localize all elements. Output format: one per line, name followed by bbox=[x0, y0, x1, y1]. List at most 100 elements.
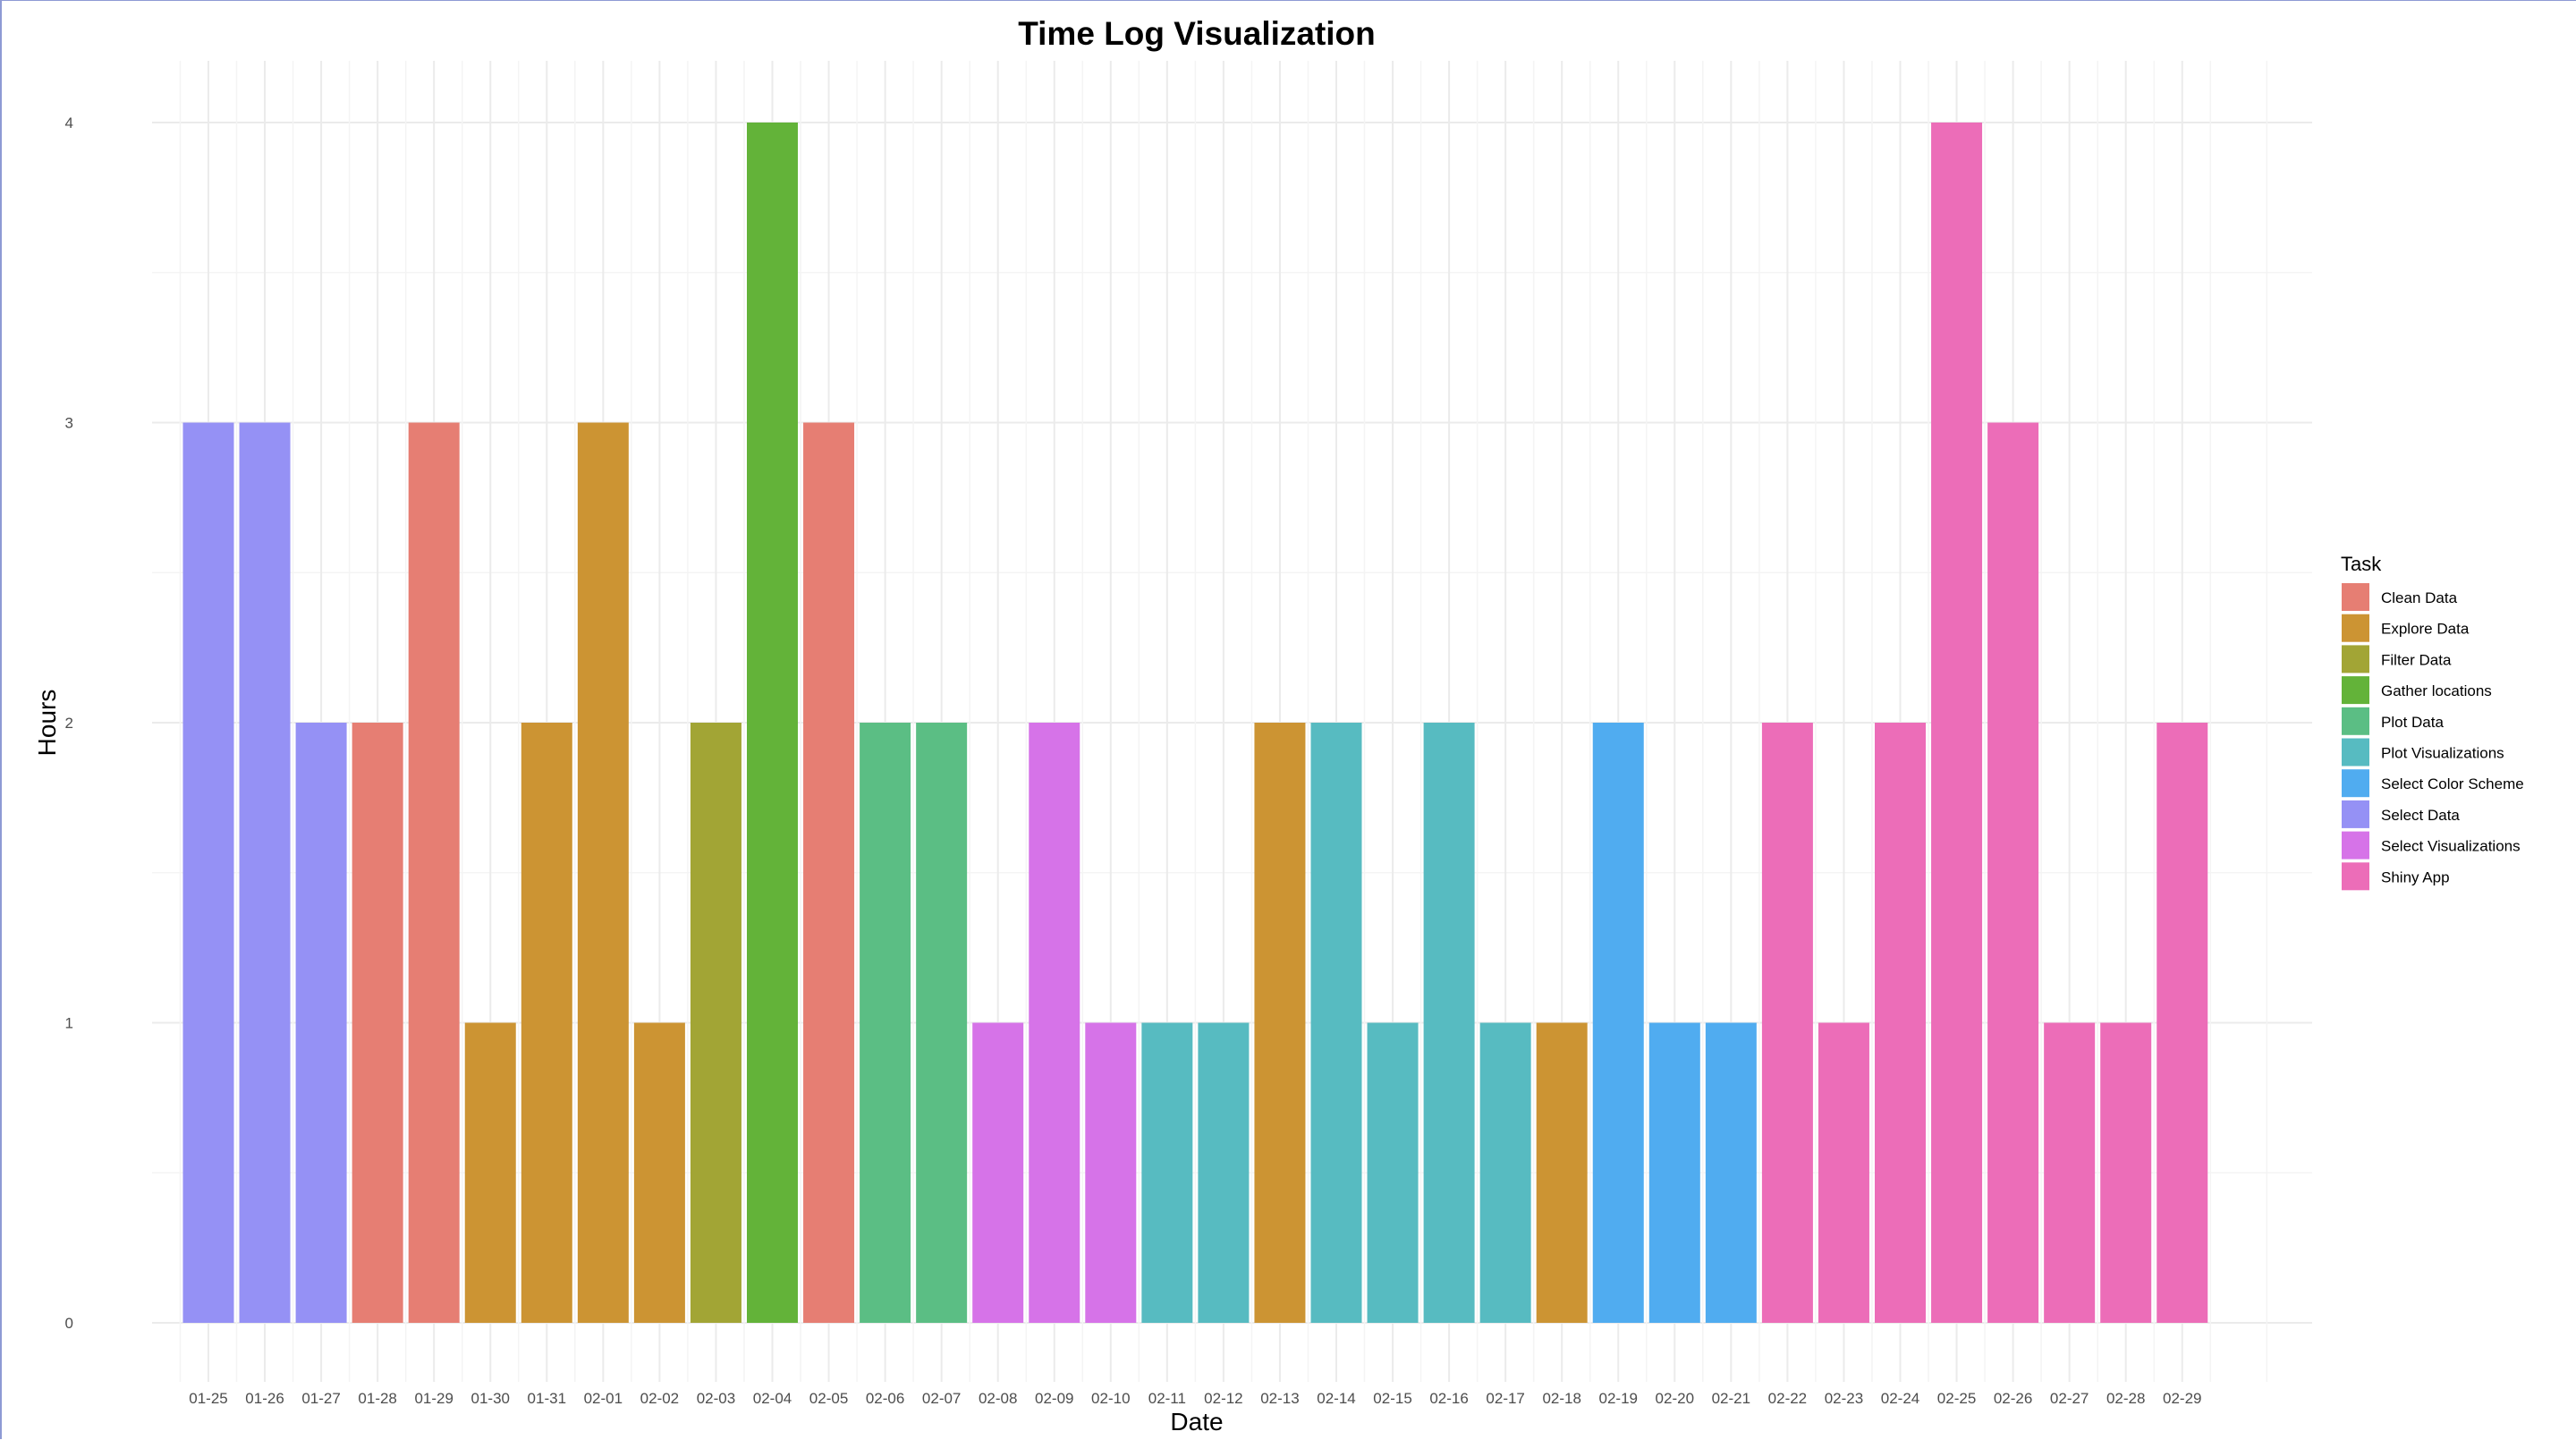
x-tick-label: 02-09 bbox=[1035, 1390, 1073, 1407]
x-tick-label: 02-20 bbox=[1656, 1390, 1694, 1407]
x-tick-label: 02-08 bbox=[979, 1390, 1017, 1407]
legend-swatch bbox=[2342, 831, 2369, 860]
legend-item-label: Shiny App bbox=[2381, 868, 2450, 885]
x-tick-label: 02-01 bbox=[584, 1390, 623, 1407]
legend-swatch bbox=[2342, 769, 2369, 798]
x-tick-label: 01-27 bbox=[301, 1390, 340, 1407]
bar-02-08 bbox=[972, 1022, 1024, 1323]
x-tick-label: 02-28 bbox=[2106, 1390, 2145, 1407]
bar-02-13 bbox=[1254, 723, 1306, 1323]
bar-02-27 bbox=[2044, 1022, 2096, 1323]
bar-02-01 bbox=[577, 422, 629, 1323]
bar-01-28 bbox=[352, 723, 403, 1323]
bar-02-11 bbox=[1141, 1022, 1193, 1323]
legend-swatch bbox=[2342, 676, 2369, 705]
bar-01-27 bbox=[295, 723, 347, 1323]
bar-02-24 bbox=[1875, 723, 1926, 1323]
bar-02-04 bbox=[747, 123, 798, 1323]
x-tick-label: 02-22 bbox=[1768, 1390, 1807, 1407]
legend-swatch bbox=[2342, 800, 2369, 828]
x-tick-label: 01-26 bbox=[245, 1390, 284, 1407]
legend: Task Clean Data Explore Data Filter Data Ga… bbox=[2341, 553, 2524, 891]
x-tick-label: 02-18 bbox=[1542, 1390, 1580, 1407]
bar-02-17 bbox=[1479, 1022, 1531, 1323]
legend-swatch bbox=[2342, 583, 2369, 611]
x-tick-label: 02-02 bbox=[640, 1390, 679, 1407]
y-tick-label: 0 bbox=[65, 1315, 73, 1332]
y-tick-label: 2 bbox=[65, 715, 73, 732]
legend-swatch bbox=[2342, 614, 2369, 642]
x-tick-label: 02-12 bbox=[1204, 1390, 1242, 1407]
bar-02-06 bbox=[860, 723, 911, 1323]
x-tick-label: 02-25 bbox=[1937, 1390, 1976, 1407]
bar-02-18 bbox=[1536, 1022, 1588, 1323]
legend-item-label: Select Data bbox=[2381, 807, 2460, 824]
legend-item-label: Gather locations bbox=[2381, 682, 2492, 699]
x-tick-label: 02-06 bbox=[866, 1390, 904, 1407]
bar-02-26 bbox=[1987, 422, 2039, 1323]
bar-02-10 bbox=[1085, 1022, 1137, 1323]
legend-item-label: Filter Data bbox=[2381, 651, 2452, 668]
legend-swatch bbox=[2342, 862, 2369, 891]
bar-02-19 bbox=[1592, 723, 1644, 1323]
x-tick-label: 01-29 bbox=[414, 1390, 453, 1407]
x-tick-label: 01-25 bbox=[189, 1390, 227, 1407]
bar-02-14 bbox=[1310, 723, 1362, 1323]
bar-02-07 bbox=[916, 723, 968, 1323]
chart-title: Time Log Visualization bbox=[1018, 15, 1376, 52]
legend-item-label: Select Color Scheme bbox=[2381, 775, 2524, 792]
x-tick-label: 01-28 bbox=[358, 1390, 396, 1407]
bar-layer bbox=[182, 123, 2208, 1323]
x-tick-label: 02-04 bbox=[753, 1390, 792, 1407]
bar-02-12 bbox=[1198, 1022, 1250, 1323]
legend-title: Task bbox=[2341, 553, 2382, 575]
bar-02-28 bbox=[2100, 1022, 2152, 1323]
y-tick-label: 3 bbox=[65, 415, 73, 432]
x-tick-label: 02-26 bbox=[1994, 1390, 2032, 1407]
legend-item-label: Clean Data bbox=[2381, 589, 2458, 606]
legend-swatch bbox=[2342, 738, 2369, 767]
x-tick-label: 02-11 bbox=[1148, 1390, 1186, 1407]
x-tick-label: 02-03 bbox=[697, 1390, 735, 1407]
x-tick-label: 02-13 bbox=[1260, 1390, 1299, 1407]
x-tick-label: 02-27 bbox=[2050, 1390, 2089, 1407]
y-tick-labels: 0 1 2 3 4 bbox=[65, 114, 73, 1332]
bar-01-26 bbox=[239, 422, 291, 1323]
y-tick-label: 4 bbox=[65, 114, 73, 131]
x-tick-label: 01-31 bbox=[528, 1390, 566, 1407]
bar-02-09 bbox=[1029, 723, 1080, 1323]
x-tick-label: 02-19 bbox=[1599, 1390, 1638, 1407]
x-tick-labels: 01-25 01-26 01-27 01-28 01-29 01-30 01-31 02-01… bbox=[189, 1390, 2201, 1407]
legend-item-label: Select Visualizations bbox=[2381, 838, 2521, 855]
x-tick-label: 02-29 bbox=[2163, 1390, 2201, 1407]
x-tick-label: 01-30 bbox=[471, 1390, 510, 1407]
legend-swatch bbox=[2342, 707, 2369, 735]
x-tick-label: 02-05 bbox=[809, 1390, 848, 1407]
bar-02-03 bbox=[690, 723, 741, 1323]
legend-item-label: Plot Data bbox=[2381, 714, 2444, 731]
x-tick-label: 02-10 bbox=[1091, 1390, 1130, 1407]
bar-01-30 bbox=[464, 1022, 516, 1323]
x-tick-label: 02-23 bbox=[1825, 1390, 1863, 1407]
x-tick-label: 02-24 bbox=[1881, 1390, 1919, 1407]
y-axis-title: Hours bbox=[33, 690, 61, 757]
bar-02-16 bbox=[1423, 723, 1475, 1323]
legend-item-label: Plot Visualizations bbox=[2381, 745, 2504, 762]
x-tick-label: 02-16 bbox=[1429, 1390, 1468, 1407]
x-tick-label: 02-15 bbox=[1373, 1390, 1411, 1407]
bar-02-22 bbox=[1761, 723, 1813, 1323]
legend-swatch bbox=[2342, 645, 2369, 673]
legend-item-label: Explore Data bbox=[2381, 621, 2470, 638]
bar-02-05 bbox=[803, 422, 855, 1323]
bar-01-25 bbox=[182, 422, 234, 1323]
bar-02-20 bbox=[1648, 1022, 1700, 1323]
x-tick-label: 02-14 bbox=[1317, 1390, 1355, 1407]
x-tick-label: 02-21 bbox=[1712, 1390, 1750, 1407]
x-axis-title: Date bbox=[1170, 1408, 1223, 1436]
bar-02-21 bbox=[1705, 1022, 1757, 1323]
bar-01-31 bbox=[521, 723, 572, 1323]
bar-01-29 bbox=[408, 422, 460, 1323]
bar-02-23 bbox=[1818, 1022, 1869, 1323]
